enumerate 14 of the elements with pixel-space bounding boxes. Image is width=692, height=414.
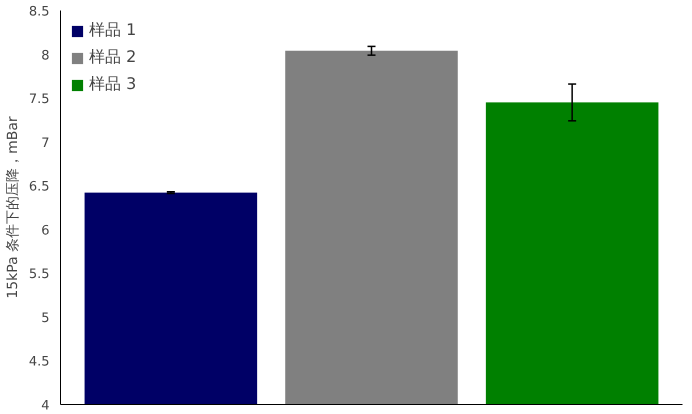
y-tick-label: 8.5 (28, 4, 50, 20)
y-tick-label: 7 (41, 136, 50, 151)
legend-label: 样品 3 (89, 74, 136, 95)
y-tick-label: 6.5 (28, 180, 50, 195)
y-tick-label: 6 (41, 223, 50, 238)
y-tick-label: 5 (41, 310, 50, 326)
y-tick-label: 5.5 (28, 267, 50, 282)
y-tick-label: 7.5 (28, 92, 50, 108)
legend-label: 样品 1 (89, 20, 136, 41)
y-tick-label: 4 (41, 398, 50, 414)
y-tick-label: 8 (41, 48, 50, 64)
y-tick-label: 4.5 (28, 354, 50, 370)
legend-label: 样品 2 (89, 47, 136, 68)
y-axis-title: 15kPa 条件下的压降，mBar (4, 116, 21, 299)
